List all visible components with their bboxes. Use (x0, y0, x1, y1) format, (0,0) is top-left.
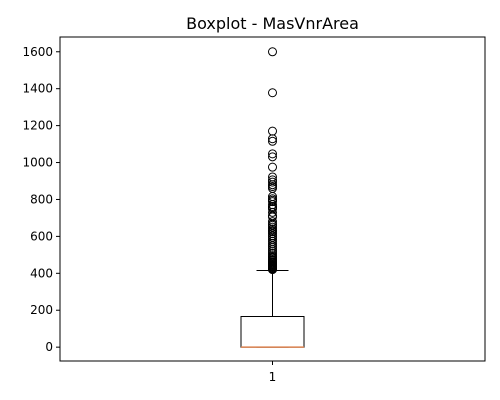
y-tick-label: 1600 (22, 45, 53, 59)
outlier-point (268, 172, 277, 182)
outlier-point (268, 177, 277, 187)
outlier-point (268, 47, 277, 57)
x-axis: 1 (269, 361, 277, 384)
box-group (240, 270, 305, 348)
outlier-point (268, 217, 277, 227)
outlier-point (268, 126, 277, 136)
outlier-point (268, 136, 277, 146)
outlier-point (268, 152, 277, 162)
outlier-point (268, 194, 277, 204)
chart-title: Boxplot - MasVnrArea (186, 14, 359, 33)
box-iqr (240, 316, 305, 348)
y-tick-label: 1400 (22, 82, 53, 96)
y-tick-label: 400 (30, 266, 53, 280)
outlier-point (268, 149, 277, 159)
y-tick-label: 1000 (22, 156, 53, 170)
outlier-point (268, 162, 277, 172)
y-axis: 0 200 400 600 800 1000 1200 1400 1600 (22, 45, 60, 354)
outlier-group (268, 47, 277, 275)
y-tick-label: 1200 (22, 119, 53, 133)
x-tick-label: 1 (269, 370, 277, 384)
y-tick-label: 800 (30, 192, 53, 206)
y-tick-label: 600 (30, 229, 53, 243)
outlier-point (268, 88, 277, 98)
y-tick-label: 200 (30, 303, 53, 317)
y-tick-label: 0 (45, 340, 53, 354)
outlier-point (268, 175, 277, 185)
